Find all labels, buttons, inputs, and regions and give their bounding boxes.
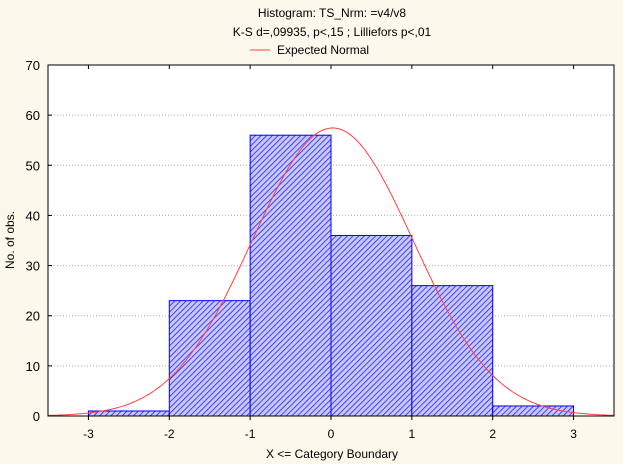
y-tick-label: 10 bbox=[26, 359, 40, 374]
y-tick-label: 0 bbox=[33, 409, 40, 424]
x-tick-label: -3 bbox=[83, 427, 94, 441]
x-tick-label: 0 bbox=[328, 427, 335, 441]
legend-label: Expected Normal bbox=[277, 43, 369, 57]
histogram-bar bbox=[330, 234, 413, 417]
x-tick-label: 3 bbox=[570, 427, 577, 441]
chart-subtitle: K-S d=,09935, p<,15 ; Lilliefors p<,01 bbox=[233, 25, 432, 39]
y-tick-label: 70 bbox=[26, 58, 40, 73]
y-tick-label: 60 bbox=[26, 108, 40, 123]
x-tick-label: -2 bbox=[164, 427, 175, 441]
y-tick-label: 30 bbox=[26, 259, 40, 274]
expected-normal-curve bbox=[48, 127, 614, 416]
y-tick-label: 50 bbox=[26, 158, 40, 173]
chart-title: Histogram: TS_Nrm: =v4/v8 bbox=[258, 6, 406, 20]
x-tick-label: 1 bbox=[409, 427, 416, 441]
histogram-bar bbox=[168, 300, 251, 417]
x-tick-label: -1 bbox=[245, 427, 256, 441]
histogram-bar bbox=[411, 285, 494, 417]
y-axis-label: No. of obs. bbox=[3, 211, 17, 269]
y-tick-label: 20 bbox=[26, 309, 40, 324]
x-axis-label: X <= Category Boundary bbox=[266, 447, 398, 461]
histogram-bar bbox=[249, 134, 332, 417]
y-tick-label: 40 bbox=[26, 208, 40, 223]
x-tick-label: 2 bbox=[489, 427, 496, 441]
